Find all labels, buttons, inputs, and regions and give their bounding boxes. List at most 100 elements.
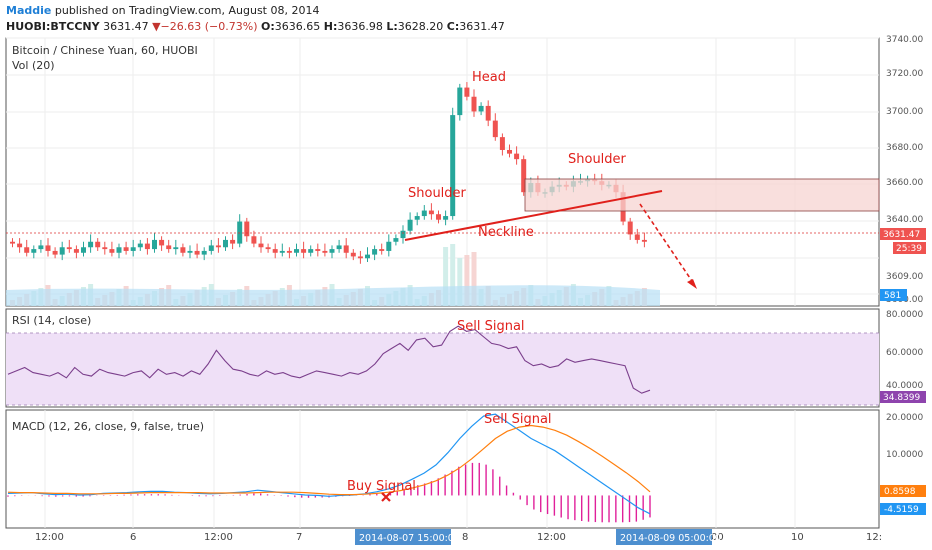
annotation-right-shoulder: Shoulder	[568, 152, 627, 167]
publish-line: Maddie published on TradingView.com, Aug…	[6, 4, 319, 17]
candle-body	[507, 149, 512, 154]
candle-body	[308, 249, 314, 253]
candle-body	[258, 243, 264, 248]
rsi-line	[7, 325, 651, 394]
candle-body	[173, 247, 179, 250]
macd-buy-signal: Buy Signal	[347, 479, 416, 494]
candle-body	[400, 230, 406, 239]
time-tick: 00	[711, 532, 724, 543]
volume-badge-text: 581	[884, 291, 901, 301]
ohlc-line: HUOBI:BTCCNY 3631.47 ▼−26.63 (−0.73%) O:…	[6, 20, 505, 33]
candle-body	[95, 241, 101, 248]
candle-body	[215, 245, 221, 248]
candle-body	[88, 241, 94, 248]
candle-body	[421, 210, 427, 217]
candle-body	[329, 249, 335, 253]
symbol: HUOBI:BTCCNY	[6, 20, 100, 33]
candle-body	[208, 245, 214, 251]
candle-body	[10, 241, 15, 244]
candle-body	[59, 247, 65, 255]
price-last-badge	[880, 228, 926, 240]
neckline	[404, 190, 663, 241]
price-tick: 3700.00	[886, 107, 923, 117]
rsi-tick: 60.0000	[886, 348, 923, 358]
signal-line	[7, 424, 651, 496]
price-tick: 3660.00	[886, 178, 923, 188]
candle-body	[450, 115, 456, 217]
candle-body	[521, 159, 527, 193]
candle-body	[514, 153, 520, 160]
last-price: 3631.47	[103, 20, 149, 33]
candle-body	[116, 247, 122, 253]
candle-body	[17, 243, 23, 248]
candle-body	[159, 239, 165, 246]
candle-body	[230, 239, 236, 244]
rsi-sell-signal: Sell Signal	[457, 319, 525, 334]
candle-body	[393, 238, 399, 242]
price-tick: 3609.00	[886, 272, 923, 282]
rsi-tick: 40.0000	[886, 381, 923, 391]
candle-body	[499, 137, 505, 150]
candle-body	[634, 234, 640, 240]
close-label: C:	[446, 20, 460, 33]
macd-histogram	[7, 462, 651, 523]
time-tick: 12:	[866, 532, 882, 543]
time-axis: 12:00 6 12:00 7 8 12:00 00 10 12:	[35, 532, 882, 543]
candle-body	[343, 245, 349, 253]
macd-sell-signal: Sell Signal	[484, 412, 552, 427]
annotation-left-shoulder: Shoulder	[408, 186, 467, 201]
candle-body	[627, 221, 633, 235]
rsi-axis: 80.0000 60.0000 40.0000	[886, 310, 923, 391]
price-tick: 3680.00	[886, 143, 923, 153]
volume-bar	[450, 244, 456, 306]
candle-body	[201, 250, 207, 255]
candle-body	[137, 243, 143, 248]
volume-badge	[880, 289, 907, 301]
macd-pane-frame	[5, 409, 880, 529]
candle-body	[485, 105, 491, 121]
candle-body	[641, 239, 647, 242]
candle-body	[180, 247, 186, 253]
candle-body	[152, 239, 157, 250]
candle-body	[365, 254, 370, 259]
candle-body	[166, 245, 172, 250]
candle-body	[144, 243, 150, 250]
candle-body	[350, 252, 356, 257]
candle-body	[244, 221, 250, 237]
author-link[interactable]: Maddie	[6, 4, 52, 17]
projection-arrow-line	[639, 203, 695, 285]
macd-badge	[880, 485, 926, 497]
rsi-tick: 80.0000	[886, 310, 923, 320]
candle-body	[286, 250, 292, 253]
time-tick: 6	[130, 532, 136, 543]
candle-body	[492, 120, 498, 138]
close-value: 3631.47	[459, 20, 505, 33]
candle-body	[81, 247, 86, 253]
candle-body	[102, 247, 108, 250]
time-highlight-left	[355, 529, 451, 545]
price-tick: 3740.00	[886, 35, 923, 45]
candle-body	[251, 236, 257, 244]
annotation-neckline: Neckline	[478, 225, 534, 240]
candle-body	[386, 241, 392, 251]
time-highlight-left-text: 2014-08-07 15:00:00	[359, 533, 460, 544]
rsi-title: RSI (14, close)	[12, 314, 91, 327]
low-label: L:	[386, 20, 398, 33]
candle-body	[428, 210, 434, 215]
rsi-badge-text: 34.8399	[883, 393, 920, 403]
candle-body	[336, 245, 342, 250]
candle-body	[66, 247, 72, 250]
candle-body	[187, 250, 193, 253]
price-pane-frame	[5, 37, 880, 307]
volume-ma-area	[6, 285, 660, 306]
volume-bar	[457, 258, 463, 306]
volume-title: Vol (20)	[12, 59, 55, 72]
candle-body	[322, 250, 328, 253]
candle-body	[272, 249, 278, 253]
candle-body	[436, 214, 441, 220]
price-pane-title: Bitcoin / Chinese Yuan, 60, HUOBI	[12, 44, 198, 57]
candle-body	[38, 245, 44, 250]
candle-body	[265, 247, 271, 250]
candle-body	[279, 250, 285, 253]
